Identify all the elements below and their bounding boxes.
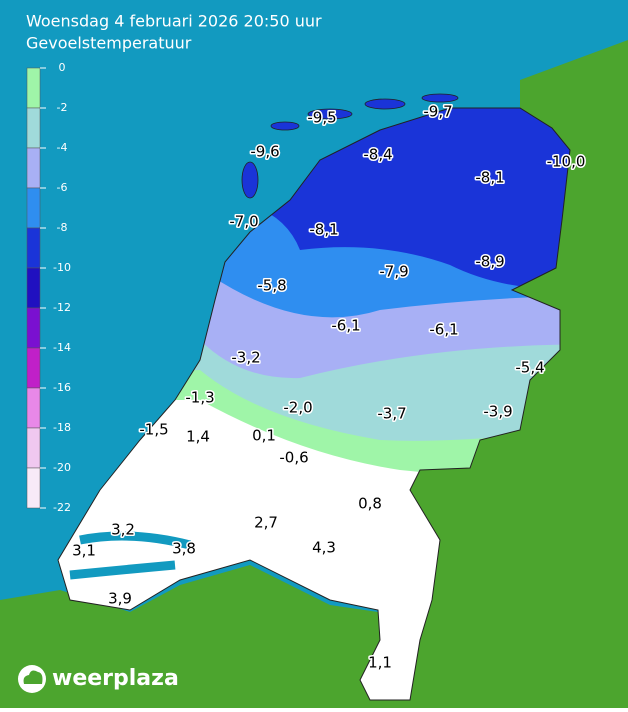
station-value: 2,7 — [254, 514, 278, 532]
neighbouring-land — [0, 40, 628, 708]
station-value: -3,2 — [231, 349, 260, 367]
station-value: 3,9 — [108, 590, 132, 608]
station-value: 3,2 — [111, 521, 135, 539]
station-value: -9,6 — [250, 143, 279, 161]
legend-swatch — [26, 467, 41, 509]
legend-swatch — [26, 107, 41, 149]
station-value: 1,4 — [186, 428, 210, 446]
station-value: -8,4 — [363, 146, 392, 164]
legend-label: -20 — [53, 461, 71, 474]
station-values: -9,5 -9,7 -9,6 -8,4 -10,0 -8,1 -7,0 -8,1 -7,9 -8,… — [71, 101, 587, 673]
station-value: 4,3 — [312, 539, 336, 557]
legend-swatch — [26, 267, 41, 309]
station-value: -9,5 — [307, 109, 336, 127]
station-value: 0,8 — [358, 495, 382, 513]
legend-swatch — [26, 387, 41, 429]
legend-swatch — [26, 427, 41, 469]
station-value: 1,1 — [368, 654, 392, 672]
station-value: -5,4 — [515, 359, 544, 377]
wadden-islands — [241, 93, 459, 199]
station-value: -6,1 — [429, 321, 458, 339]
legend-label: -10 — [53, 261, 71, 274]
station-value: -7,9 — [379, 263, 408, 281]
station-value: 3,8 — [172, 540, 196, 558]
legend-label: -14 — [53, 341, 71, 354]
legend-label: -16 — [53, 381, 71, 394]
station-value: -8,9 — [475, 253, 504, 271]
station-value: -8,1 — [475, 169, 504, 187]
station-value: -10,0 — [547, 153, 586, 171]
station-value: -0,6 — [279, 449, 308, 467]
station-value: -1,3 — [185, 389, 214, 407]
zeeland-waters — [69, 531, 192, 580]
station-value: -3,9 — [483, 403, 512, 421]
legend-label: -18 — [53, 421, 71, 434]
logo: weerplaza — [18, 665, 179, 693]
station-value: -1,5 — [139, 421, 168, 439]
legend-label: -22 — [53, 501, 71, 514]
legend-swatch — [26, 187, 41, 229]
legend-label: -2 — [57, 101, 68, 114]
station-value: -9,7 — [423, 103, 452, 121]
legend-label: -12 — [53, 301, 71, 314]
legend-label: 0 — [59, 61, 66, 74]
legend-label: -8 — [57, 221, 68, 234]
legend-swatch — [26, 227, 41, 269]
station-value: -5,8 — [257, 277, 286, 295]
station-value: 0,1 — [252, 427, 276, 445]
legend-swatch — [26, 307, 41, 349]
legend-label: -6 — [57, 181, 68, 194]
legend-swatch — [26, 147, 41, 189]
country-border — [57, 107, 571, 701]
title: Woensdag 4 februari 2026 20:50 uur — [26, 12, 322, 31]
subtitle: Gevoelstemperatuur — [26, 34, 192, 53]
station-value: -3,7 — [377, 405, 406, 423]
legend-swatch — [26, 67, 41, 109]
station-value: -8,1 — [309, 221, 338, 239]
station-value: 3,1 — [72, 542, 96, 560]
legend-swatch — [26, 347, 41, 389]
station-value: -2,0 — [283, 399, 312, 417]
legend: 0 -2 -4 -6 -8 -10 -12 -14 -16 -18 -20 -22 — [26, 61, 71, 514]
station-value: -6,1 — [331, 317, 360, 335]
station-value: -7,0 — [229, 213, 258, 231]
brand: weerplaza — [52, 666, 179, 691]
legend-label: -4 — [57, 141, 68, 154]
